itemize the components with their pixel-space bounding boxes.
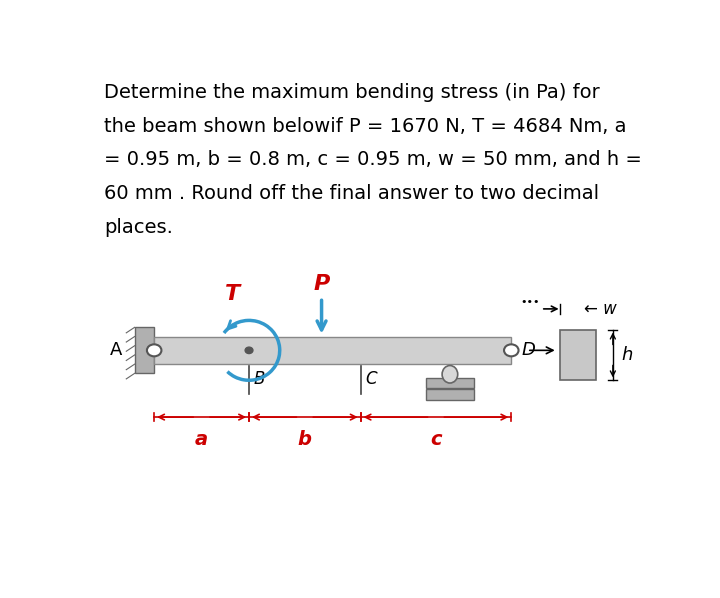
Text: T: T [225, 284, 240, 304]
Ellipse shape [442, 365, 458, 383]
Text: D: D [521, 341, 535, 359]
Bar [154, 337, 511, 364]
Text: places.: places. [104, 218, 173, 237]
Text: = 0.95 m, b = 0.8 m, c = 0.95 m, w = 50 mm, and h =: = 0.95 m, b = 0.8 m, c = 0.95 m, w = 50 … [104, 151, 642, 169]
Text: c: c [431, 430, 441, 449]
Text: •••: ••• [520, 297, 539, 307]
Text: B: B [253, 370, 265, 388]
Text: the beam shown belowif P = 1670 N, T = 4684 Nm, a: the beam shown belowif P = 1670 N, T = 4… [104, 117, 626, 136]
Text: A: A [110, 341, 122, 359]
Bar [560, 329, 596, 380]
Circle shape [147, 344, 161, 356]
Text: h: h [621, 346, 633, 364]
Text: C: C [365, 370, 377, 388]
Bar [426, 389, 474, 399]
Text: b: b [298, 430, 312, 449]
Bar [426, 378, 474, 388]
Circle shape [245, 347, 253, 353]
Text: 60 mm . Round off the final answer to two decimal: 60 mm . Round off the final answer to tw… [104, 184, 599, 203]
Text: Determine the maximum bending stress (in Pa) for: Determine the maximum bending stress (in… [104, 83, 600, 102]
Bar [135, 327, 154, 373]
Text: P: P [313, 274, 330, 294]
Text: a: a [195, 430, 208, 449]
Text: ← w: ← w [584, 300, 616, 318]
Circle shape [504, 344, 518, 356]
